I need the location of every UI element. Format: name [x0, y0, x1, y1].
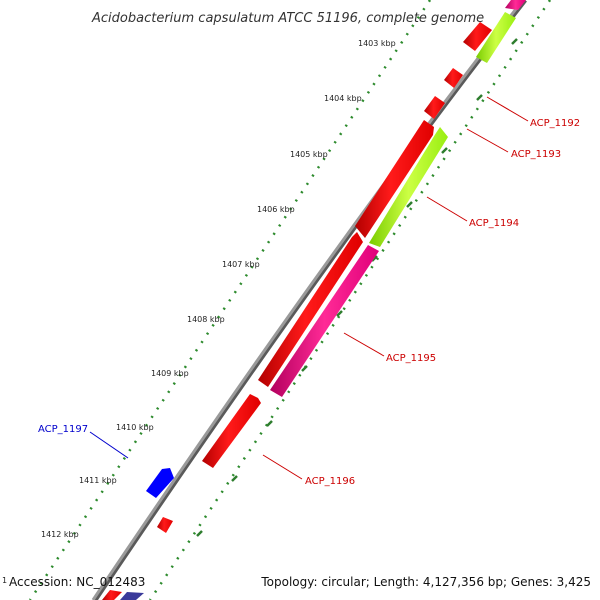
genome-summary-text: Topology: circular; Length: 4,127,356 bp… — [260, 575, 591, 589]
gene-ACP_1195-arrow[interactable] — [258, 232, 363, 387]
scale-label: 1406 kbp — [257, 205, 295, 214]
gene-label-ACP_1193[interactable]: ACP_1193 — [511, 149, 561, 160]
scale-label: 1403 kbp — [358, 39, 396, 48]
backbone-shadow — [92, 0, 527, 600]
gene-labels: ACP_1192 ACP_1193 ACP_1194 ACP_1195 ACP_… — [38, 118, 580, 487]
scale-label: 1412 kbp — [41, 530, 79, 539]
gene-arrow[interactable] — [505, 0, 526, 10]
leader-line — [343, 332, 385, 357]
scale-label: 1411 kbp — [79, 476, 117, 485]
major-tick — [196, 530, 203, 537]
gene-label-ACP_1197[interactable]: ACP_1197 — [38, 424, 88, 435]
gene-ACP_1193-arrow[interactable] — [424, 96, 445, 119]
genes-forward-strand — [102, 22, 492, 600]
accession-text: Accession: NC_012483 — [9, 575, 145, 589]
major-tick — [476, 94, 483, 101]
major-ticks — [196, 38, 518, 537]
gene-ACP_1194-arrow[interactable] — [355, 120, 434, 238]
major-tick — [511, 38, 518, 45]
major-tick — [266, 420, 273, 427]
gene-arrow[interactable] — [476, 12, 516, 63]
gene-label-ACP_1194[interactable]: ACP_1194 — [469, 218, 519, 229]
scale-label: 1409 kbp — [151, 369, 189, 378]
leader-line — [486, 96, 529, 122]
map-title: Acidobacterium capsulatum ATCC 51196, co… — [91, 11, 484, 26]
inner-tick-ring — [148, 0, 552, 600]
gene-arrow[interactable] — [102, 590, 122, 600]
gene-arrow[interactable] — [444, 68, 463, 88]
scale-label: 1410 kbp — [116, 423, 154, 432]
major-tick — [441, 147, 448, 154]
gene-arrow[interactable] — [369, 127, 448, 247]
outer-tick-ring — [28, 0, 432, 600]
gene-label-ACP_1195[interactable]: ACP_1195 — [386, 353, 436, 364]
backbone — [91, 0, 525, 600]
leader-line — [89, 431, 129, 459]
scale-label: 1408 kbp — [187, 315, 225, 324]
major-tick — [336, 310, 343, 317]
gene-arrow[interactable] — [120, 592, 144, 600]
leader-line — [466, 128, 509, 153]
gene-leaders — [89, 96, 529, 480]
scale-label: 1405 kbp — [290, 150, 328, 159]
scale-label: 1407 kbp — [222, 260, 260, 269]
scale-labels: 1403 kbp 1404 kbp 1405 kbp 1406 kbp 1407… — [41, 39, 396, 539]
gene-ACP_1196-arrow[interactable] — [202, 394, 261, 468]
major-tick — [301, 365, 308, 372]
gene-arrow[interactable] — [270, 245, 379, 397]
genes-reverse-strand — [120, 0, 526, 600]
gene-arrow[interactable] — [157, 517, 173, 533]
scale-label: 1404 kbp — [324, 94, 362, 103]
leader-line — [426, 196, 468, 222]
gene-ACP_1197-arrow[interactable] — [146, 468, 174, 498]
gene-label-ACP_1196[interactable]: ACP_1196 — [305, 476, 355, 487]
gene-label-ACP_1192[interactable]: ACP_1192 — [530, 118, 580, 129]
gene-ACP_1192-arrow[interactable] — [463, 22, 492, 51]
scale-start-mark: 1 — [2, 576, 7, 585]
major-tick — [406, 201, 413, 208]
major-tick — [231, 475, 238, 482]
leader-line — [262, 454, 303, 480]
